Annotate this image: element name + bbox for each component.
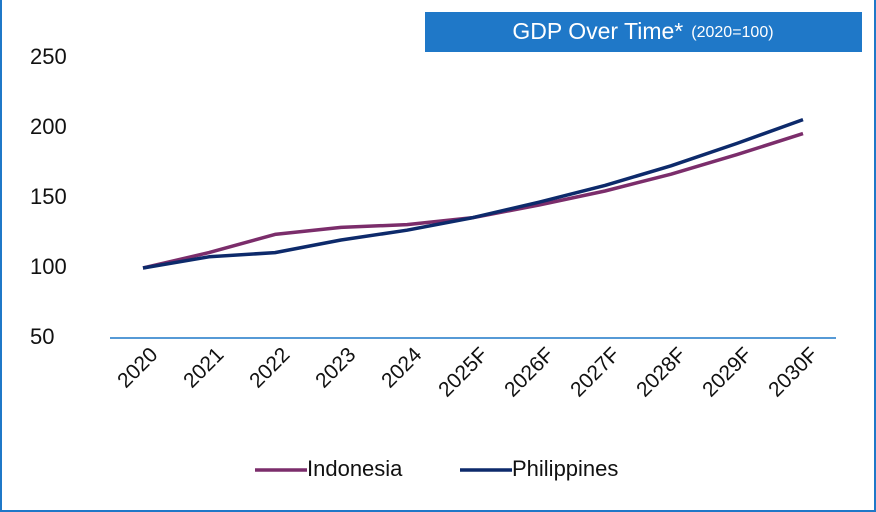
- y-tick-label: 100: [30, 254, 67, 279]
- legend-label: Indonesia: [307, 456, 403, 481]
- title-box: [425, 12, 862, 52]
- y-tick-label: 250: [30, 44, 67, 69]
- chart-subtitle: (2020=100): [691, 24, 773, 41]
- chart-title-group: GDP Over Time* (2020=100): [512, 18, 773, 44]
- y-tick-label: 200: [30, 114, 67, 139]
- y-tick-label: 50: [30, 324, 54, 349]
- chart-title: GDP Over Time*: [512, 18, 683, 44]
- y-tick-label: 150: [30, 184, 67, 209]
- series-line: [142, 117, 804, 270]
- legend-label: Philippines: [512, 456, 618, 481]
